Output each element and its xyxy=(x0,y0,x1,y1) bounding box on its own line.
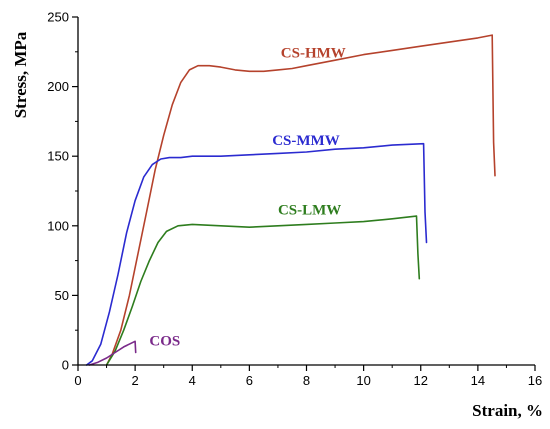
x-tick-label: 12 xyxy=(414,373,428,388)
series-label-cs-mmw: CS-MMW xyxy=(272,133,340,149)
x-tick-label: 16 xyxy=(528,373,542,388)
x-tick-label: 2 xyxy=(132,373,139,388)
x-axis-title: Strain, % xyxy=(472,401,543,420)
series-label-cos: COS xyxy=(149,334,180,350)
x-axis-ticks: 0 2 4 6 8 10 12 14 16 xyxy=(74,365,542,388)
y-axis-ticks: 0 50 100 150 200 250 xyxy=(47,10,78,373)
x-tick-label: 14 xyxy=(471,373,485,388)
x-tick-label: 8 xyxy=(303,373,310,388)
y-tick-label: 250 xyxy=(47,10,69,25)
y-tick-label: 150 xyxy=(47,149,69,164)
series-labels: CS-HMW CS-MMW CS-LMW COS xyxy=(149,45,345,349)
y-tick-label: 0 xyxy=(62,358,69,373)
x-tick-label: 0 xyxy=(74,373,81,388)
x-tick-label: 10 xyxy=(356,373,370,388)
series-label-cs-hmw: CS-HMW xyxy=(281,45,346,61)
series-line-cs-hmw xyxy=(107,35,495,365)
series-label-cs-lmw: CS-LMW xyxy=(278,203,341,219)
x-tick-label: 4 xyxy=(189,373,196,388)
y-tick-label: 100 xyxy=(47,218,69,233)
y-tick-label: 50 xyxy=(55,288,69,303)
y-tick-label: 200 xyxy=(47,79,69,94)
x-tick-label: 6 xyxy=(246,373,253,388)
y-axis-title: Stress, MPa xyxy=(11,31,30,118)
series-layer xyxy=(87,35,495,365)
